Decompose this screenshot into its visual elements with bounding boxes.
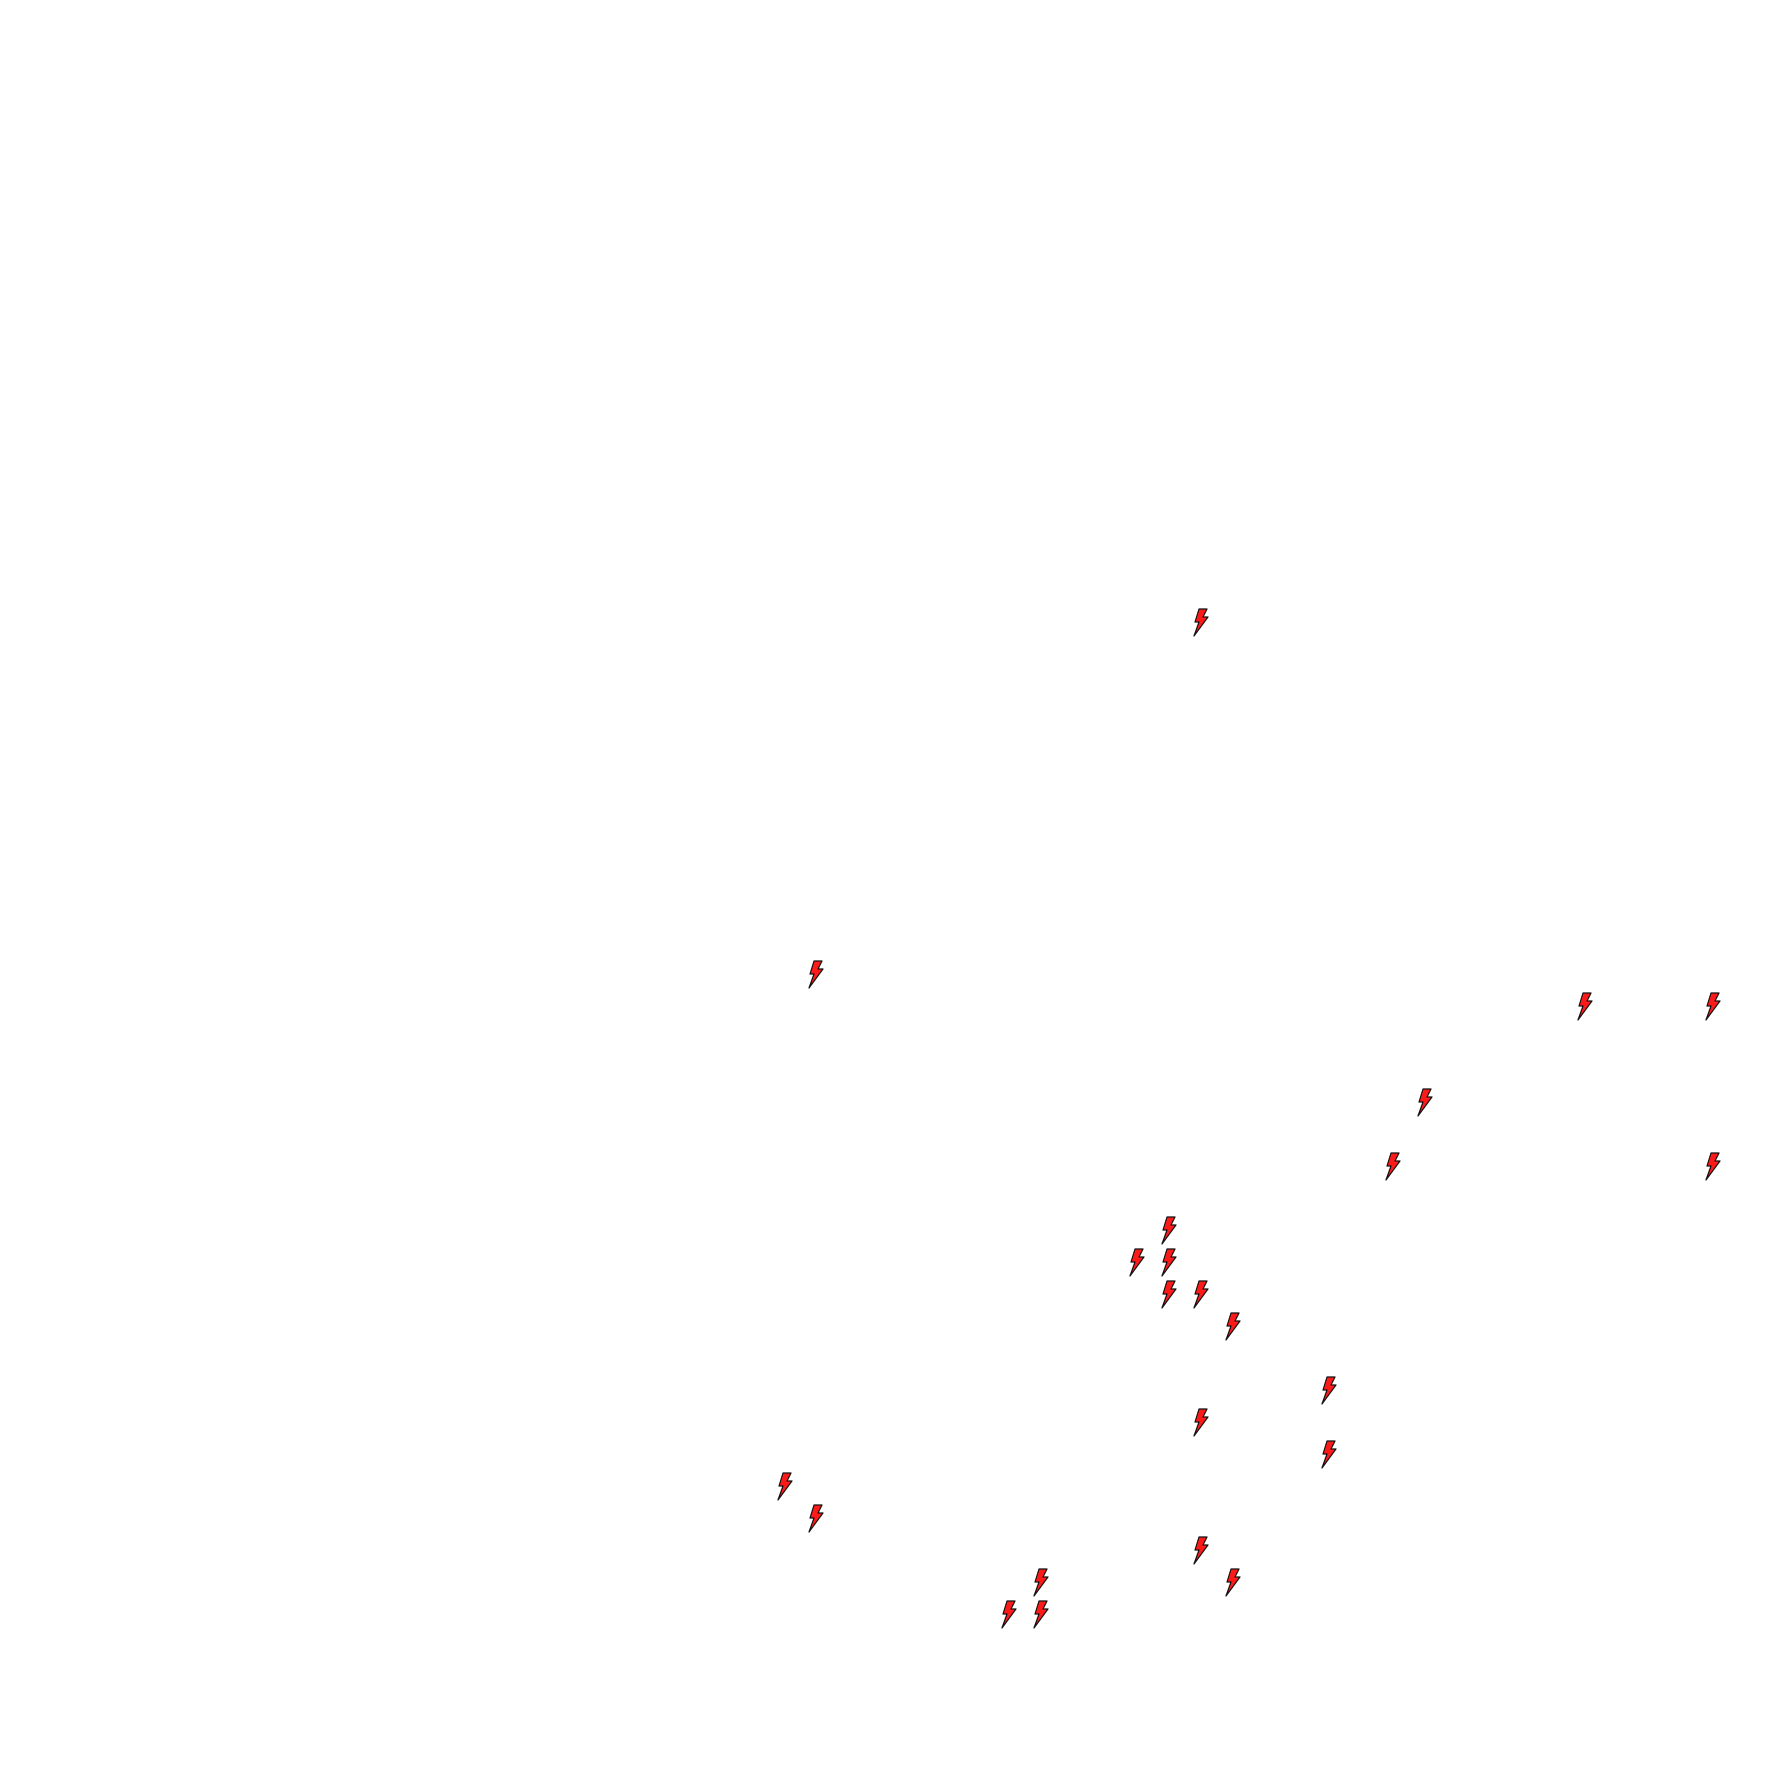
lightning-bolt-icon[interactable]	[1702, 1152, 1722, 1182]
lightning-bolt-icon[interactable]	[1190, 1536, 1210, 1566]
lightning-bolt-icon[interactable]	[1190, 608, 1210, 638]
lightning-bolt-icon[interactable]	[1318, 1440, 1338, 1470]
lightning-bolt-icon[interactable]	[1158, 1248, 1178, 1278]
lightning-bolt-icon[interactable]	[1190, 1280, 1210, 1310]
lightning-bolt-icon[interactable]	[1030, 1600, 1050, 1630]
lightning-bolt-icon[interactable]	[805, 960, 825, 990]
lightning-bolt-icon[interactable]	[1190, 1408, 1210, 1438]
lightning-bolt-icon[interactable]	[1382, 1152, 1402, 1182]
lightning-bolt-icon[interactable]	[1318, 1376, 1338, 1406]
lightning-bolt-icon[interactable]	[1158, 1280, 1178, 1310]
lightning-bolt-icon[interactable]	[1702, 992, 1722, 1022]
lightning-bolt-icon[interactable]	[1414, 1088, 1434, 1118]
lightning-bolt-icon[interactable]	[1222, 1568, 1242, 1598]
lightning-bolt-icon[interactable]	[1030, 1568, 1050, 1598]
lightning-bolt-icon[interactable]	[805, 1504, 825, 1534]
lightning-bolt-icon[interactable]	[1574, 992, 1594, 1022]
lightning-bolt-icon[interactable]	[774, 1472, 794, 1502]
lightning-bolt-icon[interactable]	[1158, 1216, 1178, 1246]
lightning-bolt-icon[interactable]	[1126, 1248, 1146, 1278]
lightning-bolt-icon[interactable]	[998, 1600, 1018, 1630]
lightning-bolt-icon[interactable]	[1222, 1312, 1242, 1342]
